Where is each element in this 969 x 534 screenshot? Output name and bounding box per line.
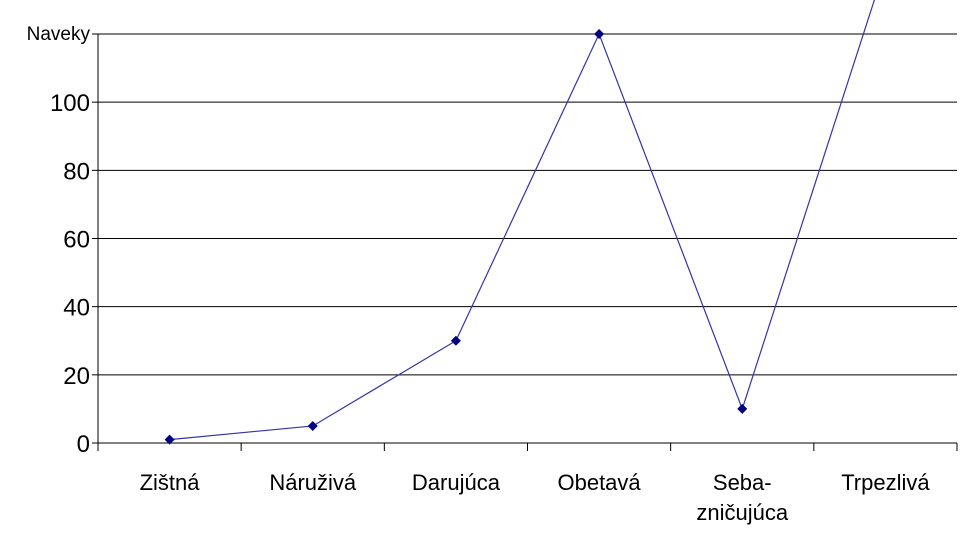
data-point (450, 335, 461, 346)
y-tick-label: 20 (63, 363, 90, 390)
x-tick-label: Zištná (140, 470, 201, 495)
y-tick-label: 40 (63, 295, 90, 322)
x-tick-label: Obetavá (557, 470, 641, 495)
y-tick-label: 80 (63, 158, 90, 185)
x-tick-label: Seba-zničujúca (696, 470, 788, 525)
y-tick-label: 100 (50, 90, 90, 117)
y-axis-ticks: 0 20 40 60 80 100 Naveky (27, 24, 98, 458)
x-tick-label: Náruživá (269, 470, 357, 495)
data-point (307, 420, 318, 431)
x-tick-label: Darujúca (412, 470, 501, 495)
data-point (594, 29, 605, 39)
x-axis-ticks: Zištná Náruživá Darujúca Obetavá Seba-zničuj… (97, 443, 958, 525)
data-point (737, 403, 748, 414)
y-tick-label: Naveky (27, 24, 91, 45)
series-group (164, 0, 876, 445)
gridlines (98, 33, 957, 376)
y-tick-label: 60 (63, 227, 90, 254)
x-tick-label: Trpezlivá (841, 470, 930, 495)
y-tick-label: 0 (77, 431, 90, 458)
series-line (169, 0, 876, 441)
data-point (164, 434, 175, 445)
